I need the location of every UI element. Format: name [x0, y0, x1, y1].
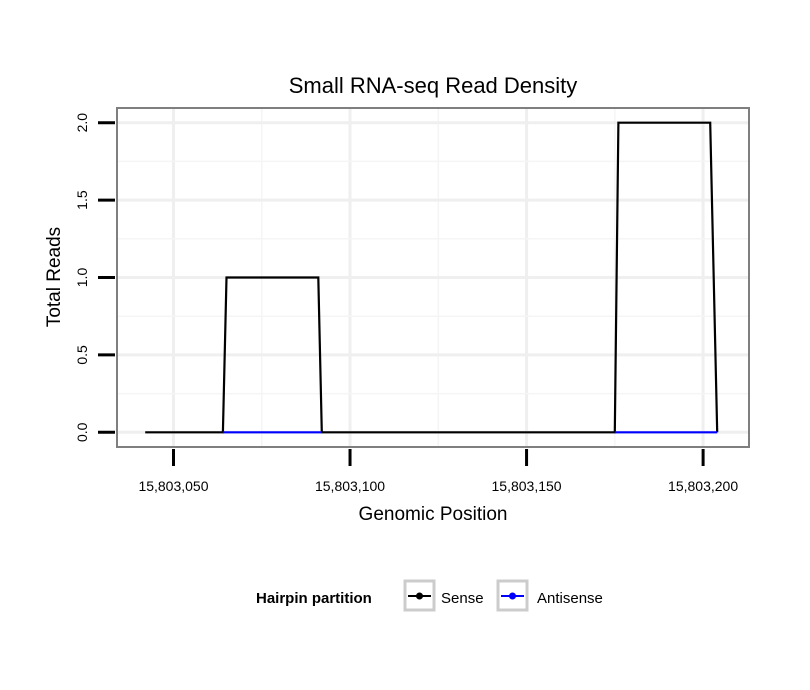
series-lines: [145, 121, 719, 434]
y-axis-label: Total Reads: [44, 227, 65, 327]
y-tick-label: 0.5: [74, 345, 90, 365]
legend-key-sense-point: [416, 592, 423, 600]
y-tick-label: 1.5: [74, 190, 90, 210]
x-tick-label: 15,803,200: [668, 478, 738, 494]
y-axis: 0.0 0.5 1.0 1.5 2.0: [74, 113, 115, 442]
chart-title: Small RNA-seq Read Density: [289, 73, 578, 98]
x-axis-label: Genomic Position: [359, 504, 508, 525]
legend-title: Hairpin partition: [256, 590, 372, 607]
y-tick-label: 1.0: [74, 268, 90, 288]
x-tick-label: 15,803,100: [315, 478, 385, 494]
plot-panel-border: [116, 107, 750, 448]
x-tick-label: 15,803,150: [492, 478, 562, 494]
legend-key-antisense-point: [509, 592, 516, 600]
legend-label-sense: Sense: [441, 590, 484, 607]
x-axis: 15,803,050 15,803,100 15,803,150 15,803,200: [138, 449, 738, 494]
legend: Hairpin partition Sense Antisense: [256, 579, 603, 612]
y-tick-label: 2.0: [74, 113, 90, 133]
x-tick-label: 15,803,050: [138, 478, 208, 494]
grid-lines: [117, 108, 749, 447]
y-tick-label: 0.0: [74, 422, 90, 442]
legend-label-antisense: Antisense: [537, 590, 603, 607]
